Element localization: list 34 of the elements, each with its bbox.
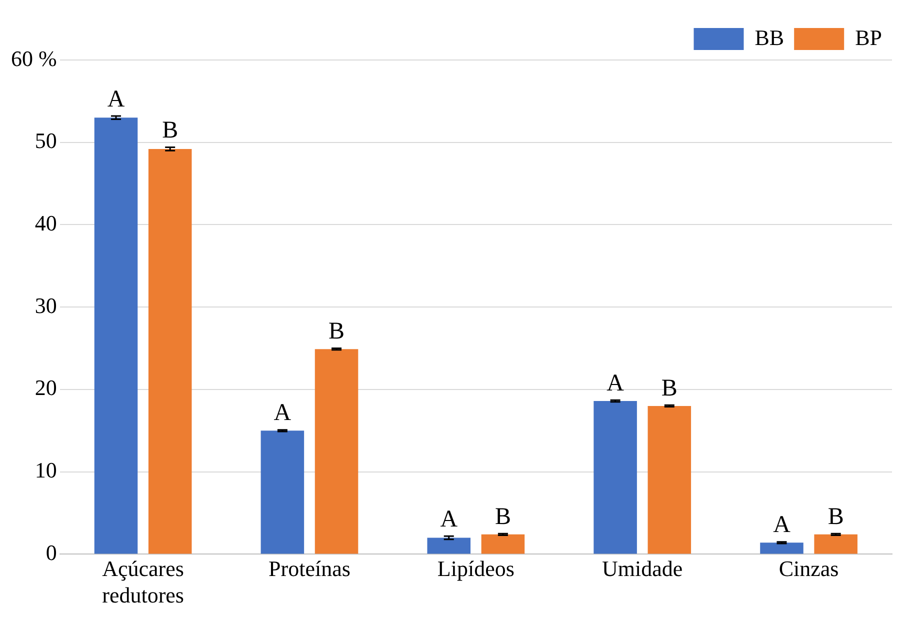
data-label: A	[773, 512, 792, 538]
data-label: A	[274, 400, 292, 426]
legend-label: BP	[855, 24, 882, 50]
bar	[481, 534, 525, 554]
bar	[314, 349, 358, 554]
x-tick-label: Açúcares redutores	[102, 556, 184, 608]
data-label: B	[828, 504, 844, 530]
y-tick-label: 20	[34, 375, 57, 400]
bar	[814, 534, 858, 554]
bar	[260, 430, 304, 554]
x-tick-label: Proteínas	[268, 556, 350, 582]
bar	[427, 538, 471, 554]
data-label: A	[107, 86, 126, 112]
bar	[148, 148, 192, 554]
x-tick-label: Cinzas	[778, 556, 839, 582]
x-tick-label: Lipídeos	[437, 556, 514, 582]
legend-label: BB	[754, 24, 784, 50]
data-label: B	[328, 318, 345, 345]
bar	[594, 401, 637, 554]
bar	[94, 118, 138, 554]
bar	[648, 406, 692, 554]
data-label: B	[162, 118, 178, 144]
data-label: B	[494, 504, 511, 530]
data-label: B	[661, 375, 678, 402]
bar	[760, 542, 804, 554]
x-tick-label: Umidade	[602, 556, 683, 582]
data-label: A	[440, 506, 458, 532]
y-tick-label: 10	[34, 458, 57, 483]
y-tick-label: 40	[34, 210, 57, 236]
y-tick-label: 30	[34, 292, 57, 318]
y-tick-label: 50	[34, 128, 57, 154]
y-tick-label: 0	[46, 540, 57, 565]
data-label: A	[606, 370, 625, 396]
y-tick-label: 60 %	[11, 46, 57, 71]
